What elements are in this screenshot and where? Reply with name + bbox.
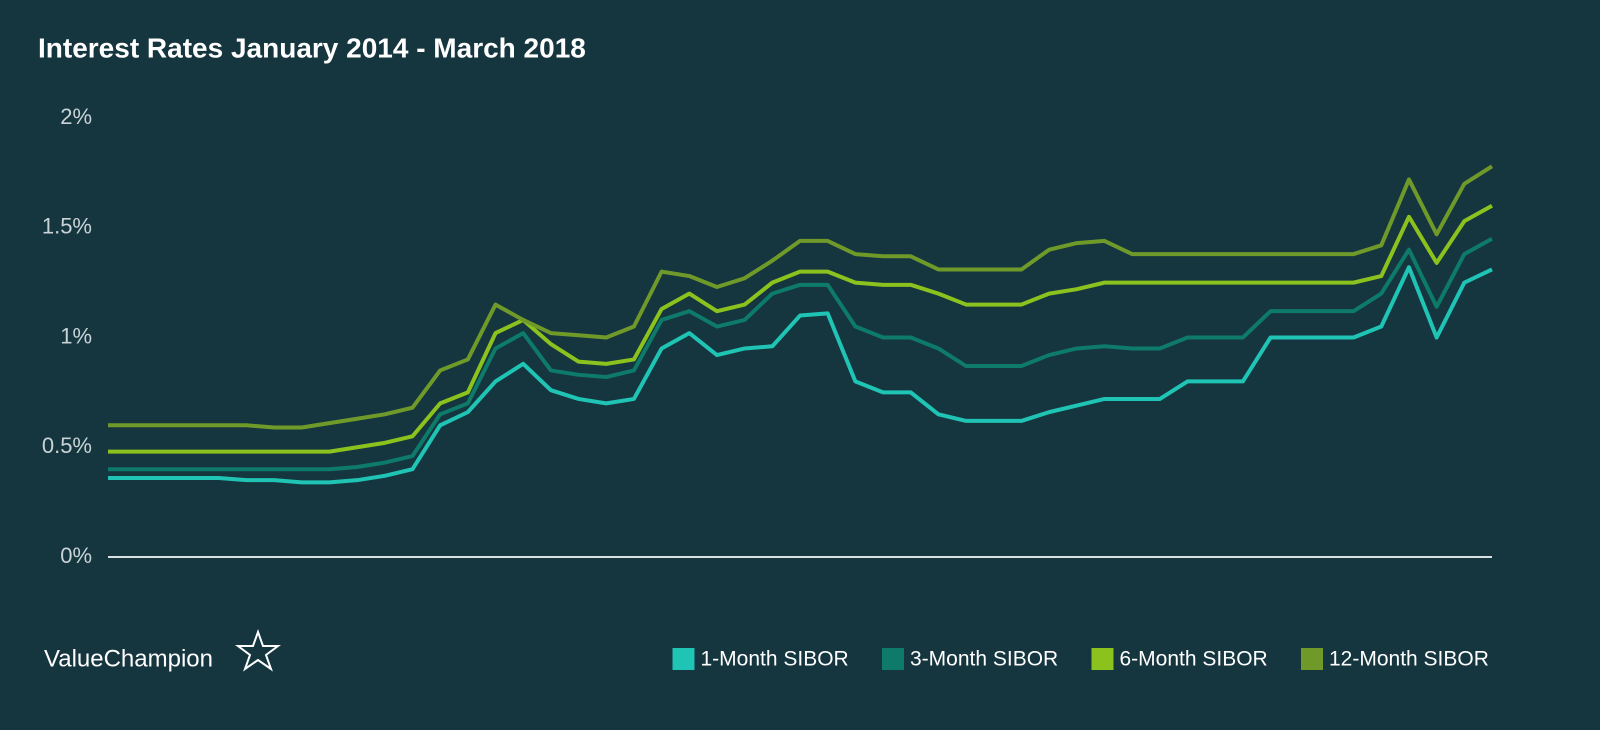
y-tick-label: 2% [60,104,92,129]
legend-swatch [882,648,904,670]
legend-label: 6-Month SIBOR [1120,648,1268,671]
legend-label: 12-Month SIBOR [1329,648,1489,671]
series-line [108,265,1493,485]
series-line [108,164,1494,430]
series-line [108,236,1493,472]
legend-swatch [1301,648,1323,670]
y-tick-label: 1.5% [42,214,92,239]
y-tick-label: 0% [60,543,92,568]
legend-swatch [1091,648,1114,670]
legend-label: 3-Month SIBOR [910,648,1058,671]
y-tick-label: 1% [60,323,92,348]
chart-title: Interest Rates January 2014 - March 2018 [38,32,586,63]
y-tick-label: 0.5% [42,433,92,458]
legend-swatch [672,648,695,670]
series-line [108,204,1493,454]
legend-label: 1-Month SIBOR [701,648,849,671]
brand: ValueChampion [44,645,213,672]
brand-star [235,629,281,672]
